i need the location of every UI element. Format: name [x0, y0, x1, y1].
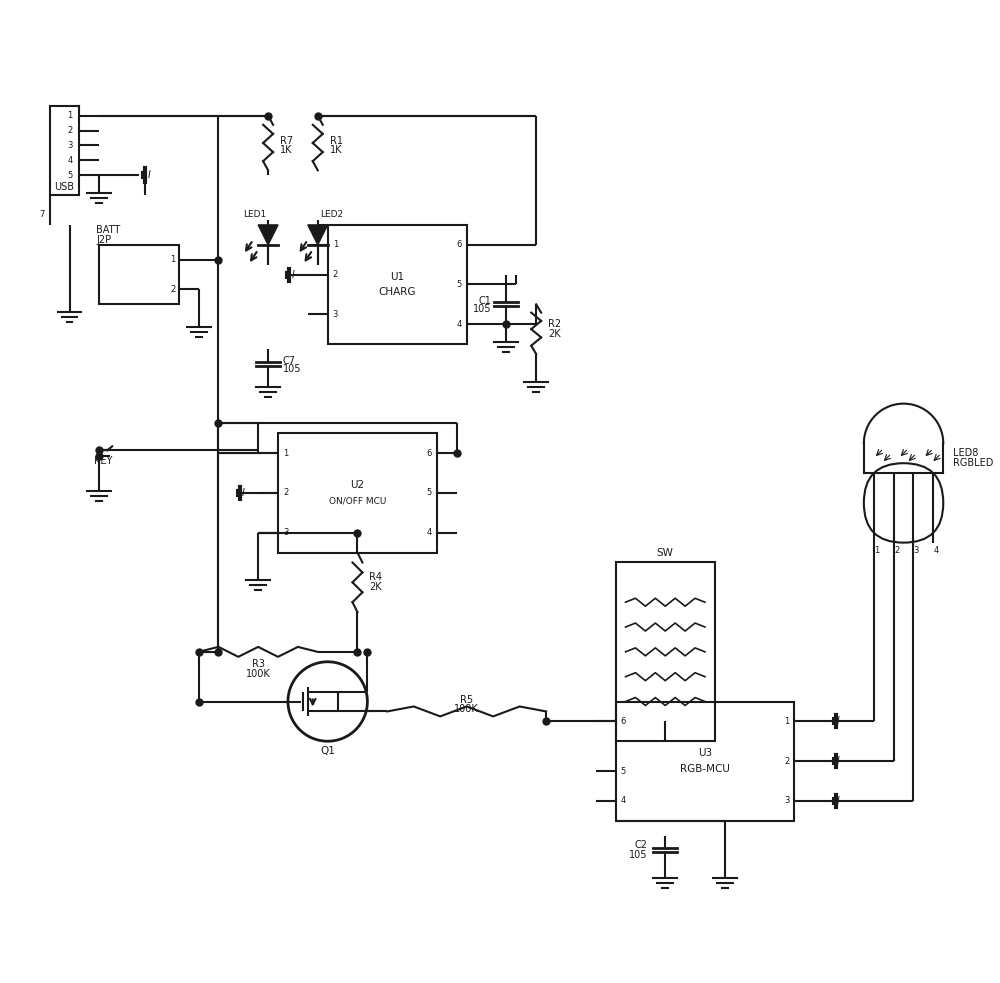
Text: 4: 4: [621, 796, 626, 805]
Text: 1: 1: [283, 449, 288, 458]
Text: 2: 2: [170, 285, 176, 294]
Text: 1: 1: [170, 256, 176, 264]
Bar: [616, 702, 794, 821]
Text: 3: 3: [283, 528, 288, 537]
Text: 100K: 100K: [246, 668, 271, 678]
Text: 2K: 2K: [548, 329, 561, 339]
Text: 1K: 1K: [280, 145, 293, 155]
Text: I: I: [291, 269, 294, 279]
Bar: [616, 562, 715, 741]
Text: 1: 1: [874, 547, 879, 555]
Text: 4: 4: [67, 156, 72, 165]
Text: SW: SW: [657, 548, 674, 557]
Bar: [99, 245, 179, 305]
Text: 4: 4: [427, 528, 432, 537]
Text: R2: R2: [548, 319, 561, 329]
Bar: [278, 434, 437, 552]
Text: 1: 1: [67, 111, 72, 120]
Text: 2: 2: [283, 489, 288, 497]
Text: LED1: LED1: [243, 210, 266, 219]
Text: 3: 3: [67, 141, 72, 150]
Text: R1: R1: [330, 136, 343, 145]
Bar: [328, 225, 467, 344]
Text: I: I: [242, 488, 245, 498]
Text: 2: 2: [333, 270, 338, 279]
Polygon shape: [258, 225, 278, 245]
Text: 2: 2: [784, 757, 789, 766]
Text: 6: 6: [427, 449, 432, 458]
Text: R4: R4: [369, 572, 382, 582]
Text: 1K: 1K: [330, 145, 342, 155]
Text: U1: U1: [390, 271, 404, 281]
Text: U2: U2: [350, 480, 365, 491]
Text: 1: 1: [333, 240, 338, 250]
Text: 5: 5: [67, 171, 72, 180]
Text: 6: 6: [456, 240, 462, 250]
Text: R7: R7: [280, 136, 293, 145]
Text: 2: 2: [894, 547, 899, 555]
Text: 5: 5: [621, 767, 626, 776]
Text: 105: 105: [283, 364, 301, 374]
Text: U3: U3: [698, 748, 712, 758]
Text: 5: 5: [427, 489, 432, 497]
Text: I: I: [148, 170, 150, 180]
Text: C1: C1: [479, 296, 491, 307]
Text: 4: 4: [934, 547, 939, 555]
Text: BATT: BATT: [96, 225, 121, 235]
Text: 5: 5: [456, 280, 462, 289]
Text: CHARG: CHARG: [378, 287, 416, 298]
Text: 105: 105: [629, 850, 647, 860]
Text: J2P: J2P: [96, 235, 111, 245]
Text: 100K: 100K: [454, 705, 479, 715]
Text: LED8: LED8: [953, 448, 979, 458]
Text: R5: R5: [460, 695, 473, 705]
Text: 3: 3: [914, 547, 919, 555]
Text: 1: 1: [784, 717, 789, 725]
Text: USB: USB: [55, 182, 75, 192]
Text: R3: R3: [252, 659, 265, 668]
Text: I: I: [837, 717, 839, 726]
Text: RGB-MCU: RGB-MCU: [680, 764, 730, 774]
Text: KEY: KEY: [94, 456, 113, 466]
Text: I: I: [837, 796, 839, 806]
Text: 3: 3: [333, 310, 338, 318]
Text: Q1: Q1: [320, 746, 335, 756]
Text: 6: 6: [621, 717, 626, 725]
Text: RGBLED: RGBLED: [953, 458, 994, 468]
Text: C2: C2: [634, 840, 647, 850]
Text: 7: 7: [39, 210, 45, 219]
Text: 3: 3: [784, 796, 789, 805]
Text: 2: 2: [67, 126, 72, 135]
Text: C7: C7: [283, 356, 296, 366]
Text: I: I: [837, 756, 839, 766]
Polygon shape: [308, 225, 328, 245]
Text: 105: 105: [473, 305, 491, 315]
Text: ON/OFF MCU: ON/OFF MCU: [329, 496, 386, 505]
Text: LED2: LED2: [320, 210, 343, 219]
Text: 4: 4: [456, 319, 462, 328]
Text: 2K: 2K: [369, 582, 382, 593]
